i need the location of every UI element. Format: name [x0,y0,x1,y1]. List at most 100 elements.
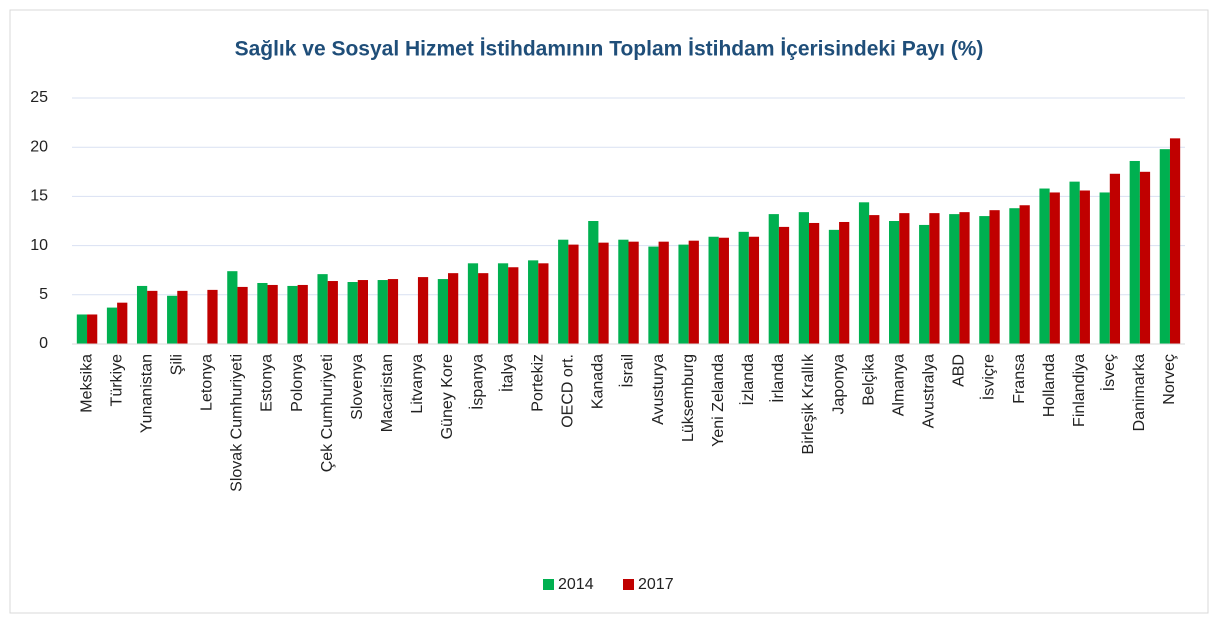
bar [448,273,459,344]
bar [889,221,900,344]
bar [979,216,990,344]
bar [618,239,629,344]
y-tick-label: 15 [30,188,48,205]
x-tick-label: Macaristan [379,354,396,432]
bar [317,274,328,344]
bar [628,241,639,344]
bar [858,202,870,344]
x-tick-label: İzlanda [738,354,757,406]
bar [136,285,148,344]
bar [1009,208,1020,344]
x-tick-label: Şili [169,354,186,375]
x-tick-label: Avusturya [650,354,667,425]
bar [899,213,910,344]
bar [808,222,820,344]
x-tick-label: İsrail [618,354,637,388]
y-tick-label: 25 [30,89,48,106]
x-tick-label: İtalya [497,354,516,392]
x-tick-label: İrlanda [768,354,787,403]
x-tick-label: Fransa [1011,354,1028,404]
y-tick-label: 5 [39,286,48,303]
x-tick-label: Norveç [1161,354,1178,405]
bar [1109,173,1121,344]
x-tick-label: İspanya [467,354,486,410]
x-tick-label: Japonya [830,354,847,415]
bar [327,281,338,344]
bar [237,286,248,344]
bar [648,246,659,344]
bar [558,239,569,344]
x-tick-label: Hollanda [1041,354,1058,417]
bar [87,314,98,344]
bar [929,213,940,344]
x-tick-label: Meksika [78,354,95,413]
x-tick-label: Çek Cumhuriyeti [319,354,336,472]
y-tick-label: 0 [39,335,48,352]
x-tick-label: Yunanistan [138,354,155,433]
bar [1099,192,1110,344]
bar [1129,160,1140,344]
x-tick-label: Danimarka [1131,354,1148,431]
bar [147,290,158,344]
bar [919,224,930,344]
bar [708,236,719,344]
bar [748,236,760,344]
bar [497,263,509,344]
x-tick-label: Finlandiya [1071,354,1088,427]
bar [387,279,399,344]
bar [738,231,749,344]
bar [478,273,489,344]
bar [959,212,970,344]
bar [287,285,298,344]
bar [588,221,599,344]
bar [798,212,809,344]
x-tick-label: Kanada [590,354,607,409]
bar [76,314,88,344]
bar [528,260,539,344]
bar [658,241,669,344]
x-tick-label: OECD ort. [560,354,577,428]
bar [1079,190,1090,344]
chart-title: Sağlık ve Sosyal Hizmet İstihdamının Top… [235,38,984,61]
x-tick-label: Portekiz [529,354,546,412]
bar [417,277,429,344]
x-tick-label: İsveç [1099,354,1118,391]
bar [1049,192,1060,344]
bar [869,215,880,344]
x-tick-label: Güney Kore [439,354,456,439]
bar [177,290,188,344]
bar [117,302,128,344]
bar [538,263,549,344]
x-tick-label: Belçika [860,354,877,406]
legend-label: 2017 [638,576,674,593]
legend-swatch [543,579,554,590]
bar [347,282,358,344]
x-tick-label: Polonya [289,354,306,412]
bar [297,284,308,344]
bar [828,229,840,344]
bar [989,210,1000,344]
bar [1039,188,1050,344]
bar [598,242,609,344]
bar [257,282,268,344]
x-tick-label: Avustralya [921,354,938,429]
bar [1169,138,1181,344]
bar [357,280,368,344]
bar [778,226,790,344]
bar [1159,149,1170,344]
x-tick-label: İsviçre [979,354,998,400]
bar [718,237,729,344]
bar [839,221,850,344]
bar [377,280,388,344]
y-tick-label: 10 [30,237,48,254]
x-tick-label: Estonya [259,354,276,412]
x-tick-label: Birleşik Krallık [800,353,817,454]
x-tick-label: Letonya [199,354,216,411]
bar [227,271,238,344]
bar [508,267,519,344]
legend-label: 2014 [558,576,594,593]
x-tick-label: Türkiye [108,354,125,407]
bar [678,244,689,344]
bar [949,214,960,344]
